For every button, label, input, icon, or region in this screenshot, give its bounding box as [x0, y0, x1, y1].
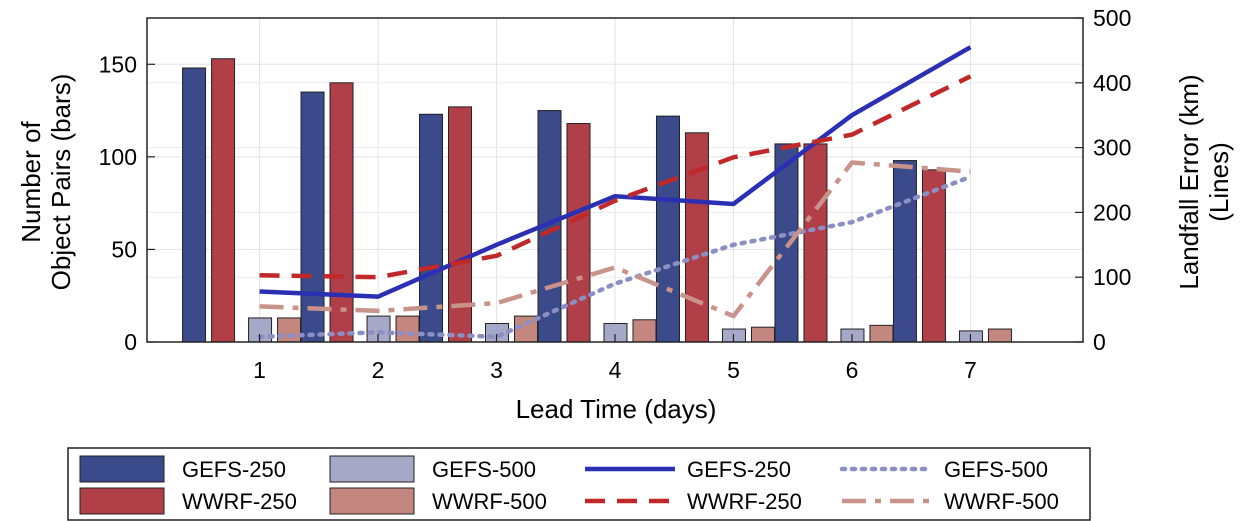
- legend-swatch-bar: [79, 455, 165, 483]
- x-tick-label: 7: [964, 357, 977, 383]
- right-axis-label-group: Landfall Error (km) (Lines): [1174, 74, 1234, 289]
- bar-wwrf-500: [277, 317, 302, 343]
- bar-gefs-250: [300, 91, 325, 343]
- legend-swatch-bar: [329, 487, 415, 515]
- x-tick-label: 1: [253, 357, 266, 383]
- line-gefs-250-solid: [259, 45, 972, 299]
- legend: GEFS-250 GEFS-500 GEFS-250 GEFS-500 WWRF-250…: [67, 447, 1091, 521]
- line-wwrf-500-dashdot: [259, 160, 971, 319]
- left-tick-label: 100: [99, 144, 137, 170]
- legend-label: WWRF-250: [687, 489, 802, 514]
- legend-label: GEFS-500: [944, 457, 1048, 482]
- bar-wwrf-250: [684, 132, 709, 343]
- right-tick-label: 300: [1093, 135, 1131, 161]
- bar-wwrf-500: [750, 326, 775, 343]
- right-axis-label-line2: (Lines): [1204, 142, 1234, 221]
- legend-swatch-bar: [329, 455, 415, 483]
- bar-wwrf-500: [987, 328, 1012, 343]
- bar-wwrf-250: [803, 143, 828, 343]
- legend-label: GEFS-250: [687, 457, 791, 482]
- bar-gefs-250: [655, 115, 680, 343]
- ticks: 1 2 3 4 5 6 7 0 50 100 150 0 100 200 300 400 500: [99, 5, 1132, 383]
- right-tick-label: 400: [1093, 70, 1131, 96]
- left-tick-label: 0: [124, 329, 137, 355]
- legend-label: WWRF-250: [182, 489, 297, 514]
- bar-gefs-250: [892, 160, 917, 343]
- right-axis-label-line1: Landfall Error (km): [1174, 74, 1204, 289]
- legend-label: WWRF-500: [432, 489, 547, 514]
- x-tick-label: 2: [372, 357, 385, 383]
- right-tick-label: 100: [1093, 264, 1131, 290]
- x-tick-label: 6: [846, 357, 859, 383]
- left-axis-label-line2: Object Pairs (bars): [46, 74, 76, 291]
- x-tick-label: 3: [490, 357, 503, 383]
- left-tick-label: 150: [99, 51, 137, 77]
- left-axis-label-line1: Number of: [16, 121, 46, 243]
- bar-wwrf-250: [329, 82, 354, 343]
- legend-swatch-bar: [79, 487, 165, 515]
- legend-label: GEFS-500: [432, 457, 536, 482]
- line-gefs-500-dotted: [257, 174, 973, 340]
- bar-wwrf-500: [395, 315, 420, 343]
- bar-wwrf-500: [632, 319, 657, 343]
- bar-wwrf-250: [566, 123, 591, 343]
- legend-label: GEFS-250: [182, 457, 286, 482]
- bar-gefs-250: [774, 143, 799, 343]
- bar-wwrf-500: [869, 324, 894, 343]
- legend-frame: [67, 447, 1091, 521]
- legend-label: WWRF-500: [944, 489, 1059, 514]
- x-tick-label: 5: [727, 357, 740, 383]
- left-axis-label-group: Number of Object Pairs (bars): [16, 74, 76, 291]
- line-wwrf-250-dashed: [259, 74, 972, 280]
- x-tick-label: 4: [609, 357, 622, 383]
- left-tick-label: 50: [111, 236, 137, 262]
- right-tick-label: 200: [1093, 199, 1131, 225]
- right-tick-label: 500: [1093, 5, 1131, 31]
- x-axis-label: Lead Time (days): [516, 394, 717, 424]
- right-tick-label: 0: [1093, 329, 1106, 355]
- lines: [257, 45, 973, 340]
- bars: [182, 58, 1012, 343]
- bar-gefs-250: [182, 67, 207, 343]
- bar-wwrf-250: [211, 58, 236, 343]
